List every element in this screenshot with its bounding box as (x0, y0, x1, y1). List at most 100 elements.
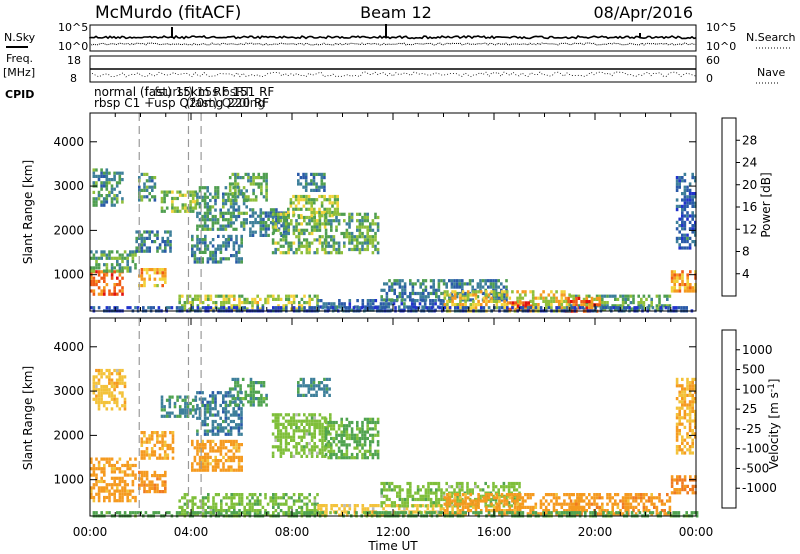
data-cell (277, 445, 280, 449)
data-cell (560, 303, 564, 307)
data-cell (217, 234, 220, 238)
data-cell (219, 227, 222, 231)
data-cell (121, 266, 124, 270)
data-cell (248, 493, 252, 497)
data-cell (369, 427, 372, 431)
data-cell (269, 496, 272, 500)
data-cell (227, 297, 231, 301)
data-cell (271, 419, 275, 423)
data-cell (572, 505, 575, 509)
data-cell (284, 235, 288, 239)
data-cell (92, 174, 96, 178)
data-cell (459, 496, 462, 500)
data-cell (271, 432, 275, 436)
data-cell (406, 295, 409, 299)
data-cell (140, 198, 144, 202)
data-cell (683, 172, 687, 176)
data-cell (214, 493, 218, 497)
data-cell (265, 176, 268, 180)
data-cell (145, 470, 149, 474)
data-cell (415, 306, 418, 310)
data-cell (369, 241, 372, 245)
data-cell (575, 300, 578, 304)
data-cell (683, 220, 687, 224)
data-cell (222, 462, 225, 466)
data-cell (353, 235, 356, 239)
data-cell (310, 432, 314, 436)
data-cell (191, 209, 195, 213)
data-cell (403, 291, 407, 296)
data-cell (292, 499, 296, 503)
data-cell (683, 198, 687, 202)
data-cell (689, 283, 692, 287)
data-cell (507, 488, 511, 492)
data-cell (688, 198, 692, 202)
data-cell (100, 168, 103, 172)
data-cell (308, 451, 311, 455)
data-cell (100, 187, 103, 191)
data-cell (422, 288, 425, 292)
data-cell (153, 185, 157, 189)
data-cell (683, 445, 687, 449)
data-cell (229, 211, 233, 215)
data-cell (619, 294, 622, 298)
data-cell (472, 299, 475, 303)
data-cell (323, 210, 326, 215)
data-cell (297, 419, 301, 423)
data-cell (102, 181, 106, 185)
data-cell (313, 419, 316, 423)
data-cell (318, 438, 322, 442)
data-cell (161, 268, 164, 272)
data-cell (249, 393, 253, 397)
data-cell (458, 485, 461, 489)
data-cell (227, 410, 230, 414)
data-cell (666, 499, 669, 503)
data-cell (277, 432, 280, 436)
data-cell (290, 438, 293, 442)
data-cell (510, 485, 513, 489)
data-cell (224, 218, 228, 222)
data-cell (209, 407, 212, 411)
data-cell (619, 304, 622, 308)
data-cell (206, 189, 209, 193)
data-cell (338, 507, 341, 511)
data-cell (264, 224, 268, 228)
data-cell (214, 294, 218, 298)
data-cell (505, 502, 509, 506)
data-cell (316, 422, 319, 426)
data-cell (686, 195, 689, 199)
data-cell (236, 384, 240, 388)
data-cell (437, 298, 441, 302)
data-cell (158, 246, 162, 250)
data-cell (403, 504, 407, 508)
data-cell (299, 182, 303, 186)
data-cell (487, 285, 490, 289)
data-cell (110, 292, 114, 296)
data-cell (97, 492, 101, 496)
data-cell (330, 424, 333, 428)
data-cell (254, 221, 257, 225)
data-cell (214, 426, 217, 430)
data-cell (688, 422, 692, 426)
data-cell (681, 416, 684, 420)
data-cell (640, 493, 643, 497)
data-cell (168, 414, 172, 418)
data-cell (469, 493, 473, 497)
data-cell (253, 502, 257, 506)
data-cell (113, 289, 116, 293)
data-cell (675, 422, 679, 426)
data-cell (217, 493, 220, 497)
data-cell (363, 440, 367, 444)
data-cell (227, 218, 230, 222)
data-cell (356, 443, 359, 447)
data-cell (214, 449, 217, 453)
data-cell (474, 306, 478, 310)
data-cell (100, 467, 103, 471)
data-cell (198, 189, 202, 193)
data-cell (303, 419, 306, 423)
data-cell (324, 446, 328, 450)
data-cell (424, 298, 428, 302)
data-cell (164, 243, 167, 247)
data-cell (161, 249, 164, 253)
data-cell (201, 218, 204, 222)
